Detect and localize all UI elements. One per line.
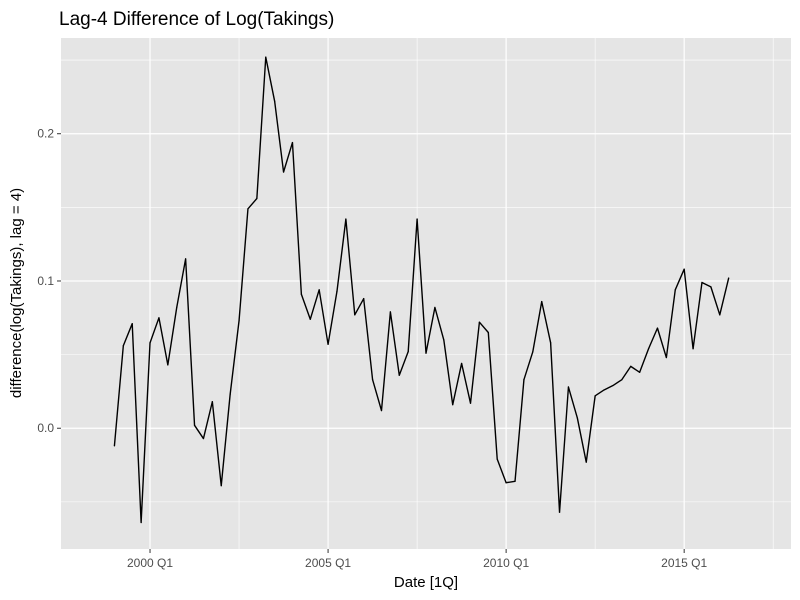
y-tick-label: 0.1 <box>37 274 54 288</box>
data-point <box>585 461 587 463</box>
data-point <box>193 424 196 426</box>
data-point <box>407 351 409 353</box>
data-point <box>282 171 285 173</box>
data-point <box>318 289 320 291</box>
data-point <box>567 386 570 388</box>
data-point <box>701 281 703 284</box>
data-point <box>354 314 356 316</box>
data-point <box>416 218 418 220</box>
data-point <box>140 521 142 524</box>
data-point <box>541 300 543 303</box>
data-point <box>719 314 721 316</box>
chart-title: Lag-4 Difference of Log(Takings) <box>59 9 334 30</box>
series-line <box>113 56 730 524</box>
data-point <box>576 417 578 419</box>
data-point <box>265 56 267 58</box>
data-point <box>461 362 463 365</box>
data-point <box>728 277 730 279</box>
data-point <box>345 218 347 220</box>
data-point <box>256 197 258 200</box>
data-point <box>425 352 427 354</box>
data-point <box>487 331 489 334</box>
data-point <box>211 401 213 403</box>
data-point <box>434 306 436 309</box>
data-point <box>683 268 685 270</box>
data-point <box>274 100 276 102</box>
data-point <box>639 371 641 373</box>
data-point <box>665 356 667 359</box>
data-point <box>389 311 391 313</box>
data-point <box>363 298 365 300</box>
data-point <box>692 348 694 350</box>
data-point <box>612 384 614 387</box>
data-point <box>621 379 623 381</box>
data-point <box>532 351 534 353</box>
data-point <box>336 290 338 292</box>
data-point <box>630 365 632 367</box>
data-point <box>176 306 178 309</box>
data-point <box>327 343 329 345</box>
y-tick-label: 0.2 <box>37 127 54 141</box>
data-point <box>505 482 507 484</box>
data-point <box>398 374 400 376</box>
x-tick-label: 2005 Q1 <box>305 556 351 570</box>
major-gridlines <box>61 38 791 549</box>
data-point <box>229 393 231 395</box>
data-point <box>309 318 311 320</box>
data-point <box>291 141 294 144</box>
data-point <box>603 389 605 391</box>
data-point <box>443 339 445 341</box>
x-tick-label: 2010 Q1 <box>483 556 529 570</box>
data-point <box>220 485 222 487</box>
data-point <box>496 458 498 460</box>
data-point <box>594 395 596 397</box>
x-axis-title: Date [1Q] <box>394 574 458 591</box>
data-point <box>131 323 133 325</box>
data-point <box>647 348 650 350</box>
data-point <box>469 402 472 404</box>
data-point <box>113 445 116 447</box>
data-point <box>238 320 240 322</box>
data-point <box>674 289 676 291</box>
data-point <box>710 286 712 288</box>
x-tick-label: 2015 Q1 <box>661 556 707 570</box>
data-point <box>202 437 205 440</box>
x-axis: 2000 Q1 2005 Q1 2010 Q1 2015 Q1 <box>127 549 708 570</box>
data-point <box>122 345 124 347</box>
minor-gridlines <box>61 38 791 549</box>
data-point <box>478 321 481 323</box>
data-point <box>523 379 525 381</box>
data-point <box>380 409 383 412</box>
data-point <box>185 258 187 260</box>
data-point <box>371 379 374 381</box>
y-tick-label: 0.0 <box>37 421 54 435</box>
data-point <box>558 511 561 513</box>
y-axis-title: difference(log(Takings), lag = 4) <box>8 188 25 398</box>
data-point <box>656 327 659 329</box>
x-tick-label: 2000 Q1 <box>127 556 173 570</box>
y-axis: 0.0 0.1 0.2 <box>37 127 61 435</box>
data-point <box>452 404 454 406</box>
data-point <box>149 342 151 344</box>
data-point <box>158 317 160 319</box>
data-point <box>550 342 552 344</box>
plot-panel <box>61 38 791 549</box>
data-points <box>113 56 730 524</box>
data-point <box>247 208 249 210</box>
data-point <box>300 293 302 295</box>
data-point <box>514 480 516 482</box>
data-point <box>167 364 169 366</box>
